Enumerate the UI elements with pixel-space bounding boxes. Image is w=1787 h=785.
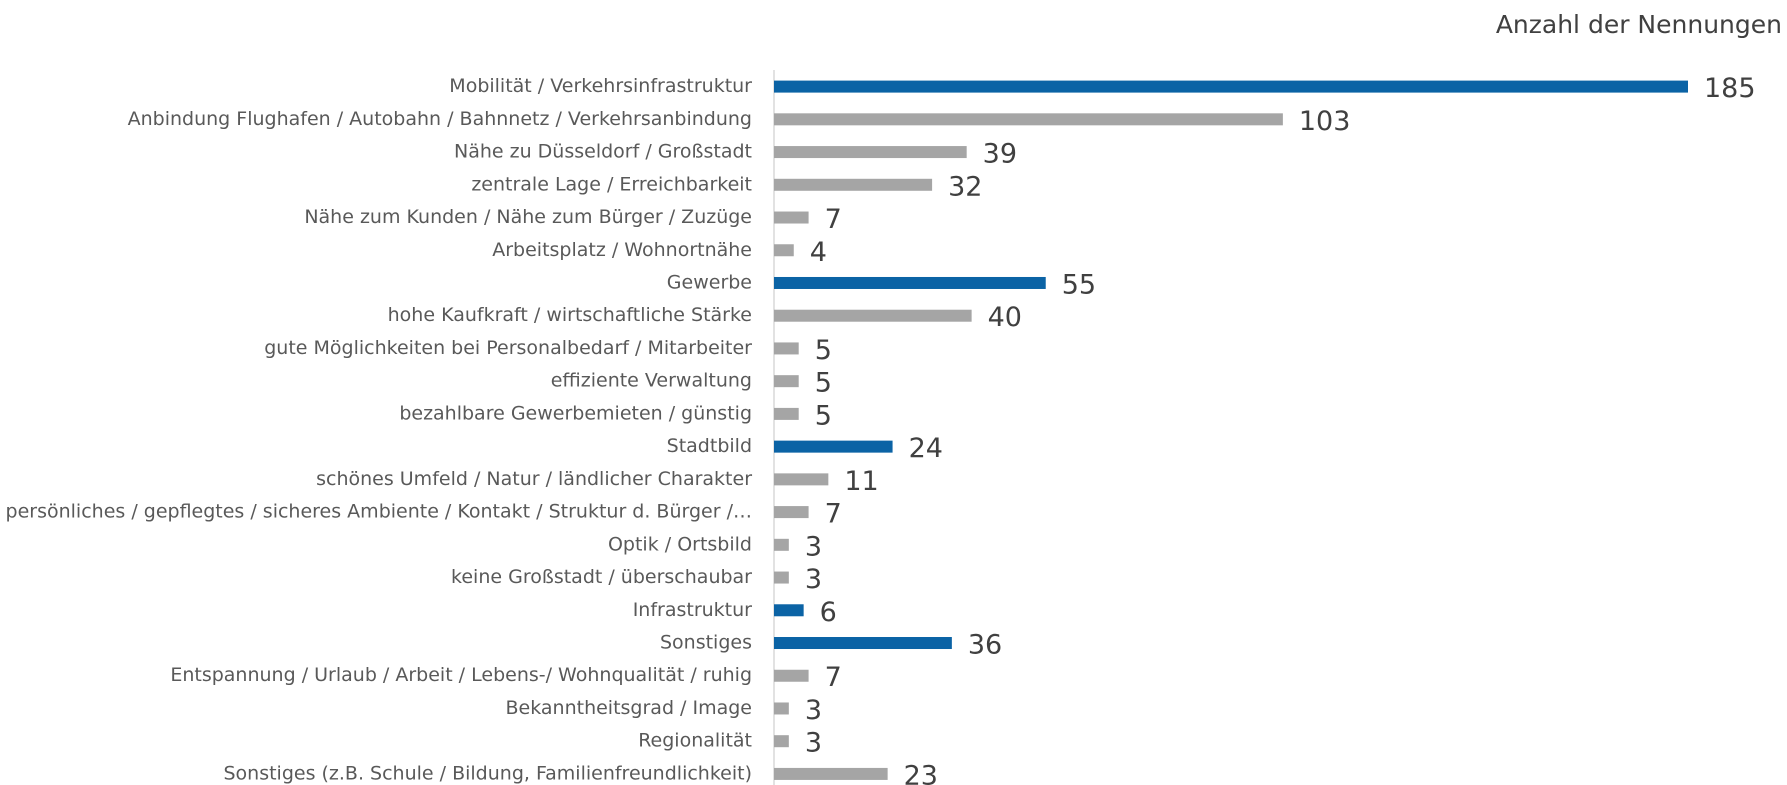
bar <box>774 538 789 551</box>
bar <box>774 637 952 650</box>
category-label: Nähe zum Kunden / Nähe zum Bürger / Zuzü… <box>304 206 752 228</box>
value-label: 5 <box>815 368 832 399</box>
value-label: 7 <box>825 662 842 693</box>
value-label: 3 <box>805 531 822 562</box>
category-label: persönliches / gepflegtes / sicheres Amb… <box>6 501 752 523</box>
bar <box>774 276 1046 289</box>
value-label: 103 <box>1299 106 1351 137</box>
category-label: hohe Kaufkraft / wirtschaftliche Stärke <box>388 304 752 326</box>
value-label: 55 <box>1062 269 1096 300</box>
value-label: 39 <box>983 139 1017 170</box>
category-label: keine Großstadt / überschaubar <box>451 566 752 588</box>
category-label: zentrale Lage / Erreichbarkeit <box>471 173 752 195</box>
bar <box>774 244 794 257</box>
value-label: 11 <box>844 466 878 497</box>
value-label: 4 <box>810 237 827 268</box>
value-label: 7 <box>825 204 842 235</box>
bar <box>774 178 933 191</box>
category-label: Arbeitsplatz / Wohnortnähe <box>492 239 752 261</box>
bar <box>774 506 809 519</box>
value-label: 3 <box>805 564 822 595</box>
category-label: Optik / Ortsbild <box>608 533 752 555</box>
value-label: 3 <box>805 728 822 759</box>
category-label: schönes Umfeld / Natur / ländlicher Char… <box>316 468 752 490</box>
category-label: Stadtbild <box>667 435 752 457</box>
bar <box>774 473 829 486</box>
value-label: 7 <box>825 499 842 530</box>
bar <box>774 113 1283 126</box>
bar <box>774 375 799 388</box>
value-label: 3 <box>805 695 822 726</box>
bar <box>774 309 972 322</box>
value-label: 5 <box>815 400 832 431</box>
bar <box>774 80 1688 93</box>
value-label: 185 <box>1704 73 1756 104</box>
category-label: Sonstiges <box>660 632 752 654</box>
category-label: Nähe zu Düsseldorf / Großstadt <box>454 141 752 163</box>
chart-title: Anzahl der Nennungen <box>1496 10 1782 39</box>
category-label: effiziente Verwaltung <box>551 370 752 392</box>
value-label: 36 <box>968 630 1002 661</box>
category-label: gute Möglichkeiten bei Personalbedarf / … <box>264 337 752 359</box>
bar <box>774 146 967 159</box>
category-label: bezahlbare Gewerbemieten / günstig <box>399 402 752 424</box>
category-label: Infrastruktur <box>633 599 752 621</box>
category-label: Regionalität <box>638 730 752 752</box>
category-label: Entspannung / Urlaub / Arbeit / Lebens-/… <box>170 664 752 686</box>
bar <box>774 571 789 584</box>
bar <box>774 211 809 224</box>
category-label: Anbindung Flughafen / Autobahn / Bahnnet… <box>128 108 752 130</box>
bar <box>774 735 789 748</box>
category-label: Mobilität / Verkehrsinfrastruktur <box>449 75 752 97</box>
bar <box>774 440 893 453</box>
bar <box>774 604 804 617</box>
bar <box>774 669 809 682</box>
value-label: 6 <box>820 597 837 628</box>
bar <box>774 767 888 780</box>
value-label: 40 <box>988 302 1022 333</box>
bar <box>774 702 789 715</box>
bar <box>774 407 799 420</box>
value-label: 23 <box>904 760 938 785</box>
value-label: 24 <box>909 433 943 464</box>
bar <box>774 342 799 355</box>
value-label: 5 <box>815 335 832 366</box>
category-label: Sonstiges (z.B. Schule / Bildung, Famili… <box>223 762 752 784</box>
category-label: Gewerbe <box>667 271 752 293</box>
value-label: 32 <box>948 171 982 202</box>
category-label: Bekanntheitsgrad / Image <box>506 697 753 719</box>
